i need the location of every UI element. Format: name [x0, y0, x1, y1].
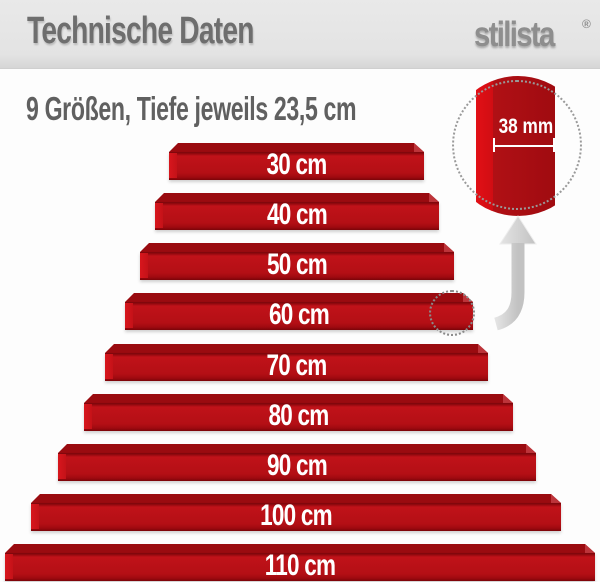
shelf-size-label: 90 cm [266, 449, 328, 482]
shelf-corner-bevel [503, 394, 513, 403]
shelf-corner-bevel [585, 544, 595, 553]
highlight-dotted-circle [429, 290, 475, 336]
shelf-side-edge [155, 203, 163, 228]
shelf-side-edge [140, 253, 148, 278]
shelf-side-edge [58, 454, 66, 479]
shelf-top-face [84, 394, 513, 403]
shelf-side-edge [31, 504, 39, 529]
shelf-size-label: 40 cm [266, 198, 328, 231]
shelf-top-face [125, 293, 473, 302]
shelf-corner-bevel [551, 494, 561, 503]
shelf-side-edge [125, 303, 133, 328]
shelf-bar: 100 cm [31, 494, 561, 531]
shelf-front-face [105, 353, 488, 381]
shelf-bar: 110 cm [5, 544, 595, 581]
shelf-front-face [58, 453, 536, 481]
brand-logo-text: stilista [474, 15, 555, 54]
shelf-size-label: 80 cm [268, 399, 329, 432]
shelf-side-edge [105, 354, 113, 379]
page-title: Technische Daten [27, 10, 254, 52]
shelf-bar: 50 cm [140, 243, 454, 280]
shelf-bar: 70 cm [105, 344, 488, 381]
brand-logo: stilista ® [474, 15, 591, 54]
shelf-size-label: 70 cm [266, 349, 327, 382]
shelf-top-face [105, 344, 488, 353]
shelf-front-face [169, 152, 424, 180]
shelf-side-edge [84, 404, 92, 429]
registered-trademark-icon: ® [582, 17, 591, 31]
header-band [0, 0, 600, 69]
shelf-bar: 60 cm [125, 293, 473, 330]
shelf-front-face [5, 553, 595, 581]
shelf-side-edge [169, 153, 177, 178]
shelf-corner-bevel [429, 193, 439, 202]
shelf-side-edge [5, 554, 13, 579]
shelf-top-face [58, 444, 536, 453]
shelf-front-face [140, 252, 454, 280]
shelf-size-label: 100 cm [260, 499, 333, 532]
shelf-size-label: 60 cm [268, 298, 330, 331]
shelf-front-face [125, 302, 473, 330]
shelf-corner-bevel [414, 143, 424, 152]
shelf-top-face [155, 193, 439, 202]
shelf-corner-bevel [526, 444, 536, 453]
shelf-size-label: 110 cm [264, 549, 336, 582]
sizes-subtitle: 9 Größen, Tiefe jeweils 23,5 cm [26, 90, 357, 127]
shelf-bar: 30 cm [169, 143, 424, 180]
shelf-front-face [155, 202, 439, 230]
shelf-top-face [31, 494, 561, 503]
shelf-size-label: 30 cm [266, 148, 327, 181]
shelf-bar: 90 cm [58, 444, 536, 481]
shelf-front-face [84, 403, 513, 431]
shelf-corner-bevel [478, 344, 488, 353]
shelf-top-face [5, 544, 595, 553]
zoom-arrow-icon [493, 215, 537, 331]
shelf-corner-bevel [444, 243, 454, 252]
shelf-top-face [140, 243, 454, 252]
shelf-bar: 80 cm [84, 394, 513, 431]
shelf-bar: 40 cm [155, 193, 439, 230]
magnifier-dotted-circle [452, 80, 582, 210]
shelf-size-label: 50 cm [266, 248, 328, 281]
shelf-top-face [169, 143, 424, 152]
shelf-front-face [31, 503, 561, 531]
